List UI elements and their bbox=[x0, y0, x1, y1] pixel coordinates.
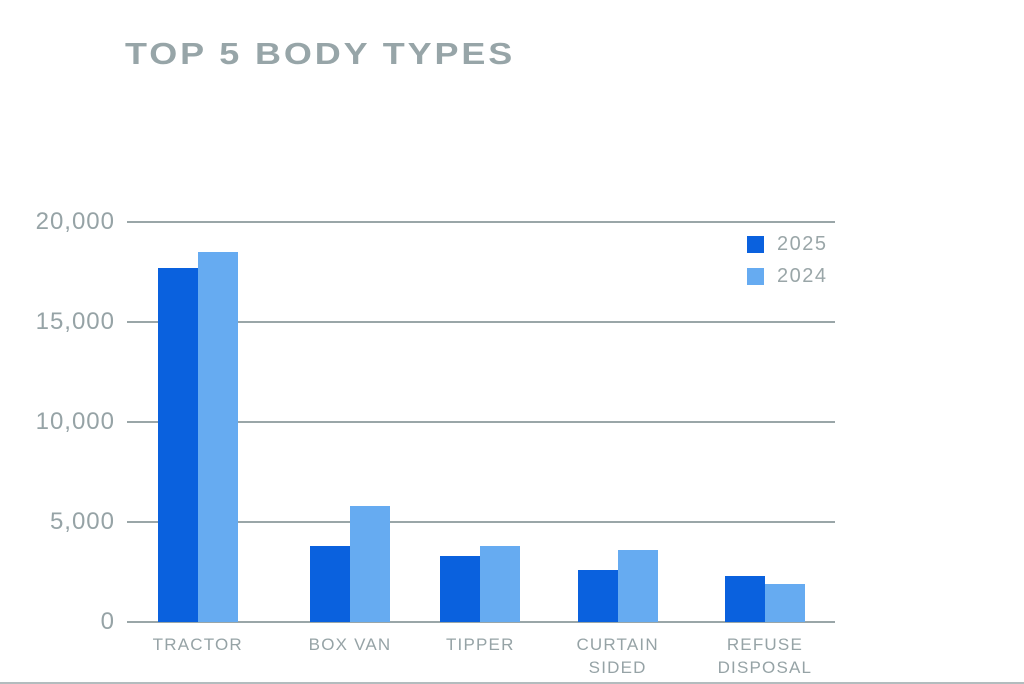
legend-swatch-2024 bbox=[747, 268, 764, 285]
y-axis-label: 0 bbox=[100, 608, 115, 635]
gridline bbox=[127, 221, 835, 223]
bar-2024 bbox=[617, 550, 658, 622]
bar-2025 bbox=[577, 570, 618, 622]
bar-group bbox=[440, 546, 521, 622]
plot-area: 20,000 15,000 10,000 5,000 0 TRACTOR BOX VAN TI… bbox=[36, 208, 835, 677]
gridline bbox=[127, 621, 835, 623]
bar-2024 bbox=[197, 252, 238, 622]
legend-label-2025: 2025 bbox=[777, 233, 828, 255]
legend-item-2025: 2025 bbox=[747, 233, 828, 256]
bar-2025 bbox=[440, 556, 481, 622]
bar-2024 bbox=[350, 506, 391, 622]
bar-2025 bbox=[157, 268, 198, 622]
bar-2025 bbox=[724, 576, 765, 622]
gridline bbox=[127, 321, 835, 323]
legend-swatch-2025 bbox=[747, 236, 764, 253]
gridline bbox=[127, 421, 835, 423]
x-axis-label: CURTAIN SIDED bbox=[576, 635, 659, 677]
page-edge-line bbox=[0, 682, 1024, 684]
y-axis-label: 5,000 bbox=[49, 508, 115, 535]
bar-2025 bbox=[310, 546, 351, 622]
x-axis-label: BOX VAN bbox=[308, 635, 392, 654]
gridline bbox=[127, 521, 835, 523]
bar-group bbox=[724, 576, 805, 622]
y-axis-label: 15,000 bbox=[35, 308, 115, 335]
x-axis-label: TIPPER bbox=[445, 635, 515, 654]
x-axis-label: REFUSE DISPOSAL bbox=[717, 635, 813, 677]
legend-label-2024: 2024 bbox=[777, 265, 828, 287]
bar-2024 bbox=[764, 584, 805, 622]
x-axis-label: TRACTOR bbox=[152, 635, 243, 654]
chart-title: TOP 5 BODY TYPES bbox=[125, 36, 516, 71]
bar-group bbox=[577, 550, 658, 622]
bar-group bbox=[310, 506, 391, 622]
bar-2024 bbox=[480, 546, 521, 622]
y-axis-label: 10,000 bbox=[35, 408, 115, 435]
legend: 2025 2024 bbox=[747, 233, 828, 288]
y-axis-label: 20,000 bbox=[35, 208, 115, 235]
legend-item-2024: 2024 bbox=[747, 265, 828, 288]
bar-group bbox=[157, 252, 238, 622]
